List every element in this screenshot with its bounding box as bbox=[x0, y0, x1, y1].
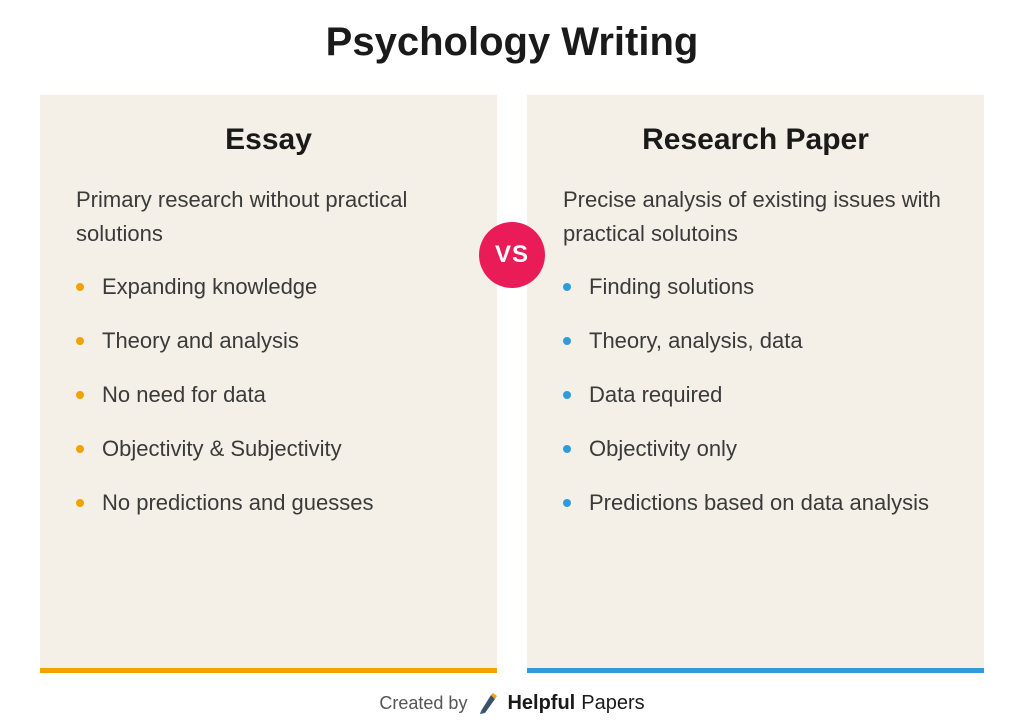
column-description: Precise analysis of existing issues with… bbox=[563, 183, 948, 251]
list-item: Data required bbox=[563, 379, 948, 411]
column-heading: Essay bbox=[76, 123, 461, 157]
list-item: Predictions based on data analysis bbox=[563, 487, 948, 519]
list-item: Expanding knowledge bbox=[76, 271, 461, 303]
column-essay: Essay Primary research without practical… bbox=[40, 95, 497, 673]
list-item: No predictions and guesses bbox=[76, 487, 461, 519]
page-title: Psychology Writing bbox=[40, 20, 984, 65]
column-description: Primary research without practical solut… bbox=[76, 183, 461, 251]
created-by-label: Created by bbox=[379, 693, 467, 714]
list-item: Objectivity & Subjectivity bbox=[76, 433, 461, 465]
list-item: Theory and analysis bbox=[76, 325, 461, 357]
list-item: No need for data bbox=[76, 379, 461, 411]
brand-name-bold: Helpful bbox=[507, 692, 575, 715]
footer: Created by Helpful Papers bbox=[40, 673, 984, 727]
bullet-list: Expanding knowledge Theory and analysis … bbox=[76, 271, 461, 518]
list-item: Finding solutions bbox=[563, 271, 948, 303]
bullet-list: Finding solutions Theory, analysis, data… bbox=[563, 271, 948, 518]
list-item: Theory, analysis, data bbox=[563, 325, 948, 357]
brand: Helpful Papers bbox=[477, 691, 644, 715]
list-item: Objectivity only bbox=[563, 433, 948, 465]
vs-badge: VS bbox=[479, 222, 545, 288]
brand-logo-icon bbox=[477, 691, 501, 715]
column-heading: Research Paper bbox=[563, 123, 948, 157]
column-research-paper: Research Paper Precise analysis of exist… bbox=[527, 95, 984, 673]
brand-name-light: Papers bbox=[581, 692, 644, 715]
comparison-container: Essay Primary research without practical… bbox=[40, 95, 984, 673]
